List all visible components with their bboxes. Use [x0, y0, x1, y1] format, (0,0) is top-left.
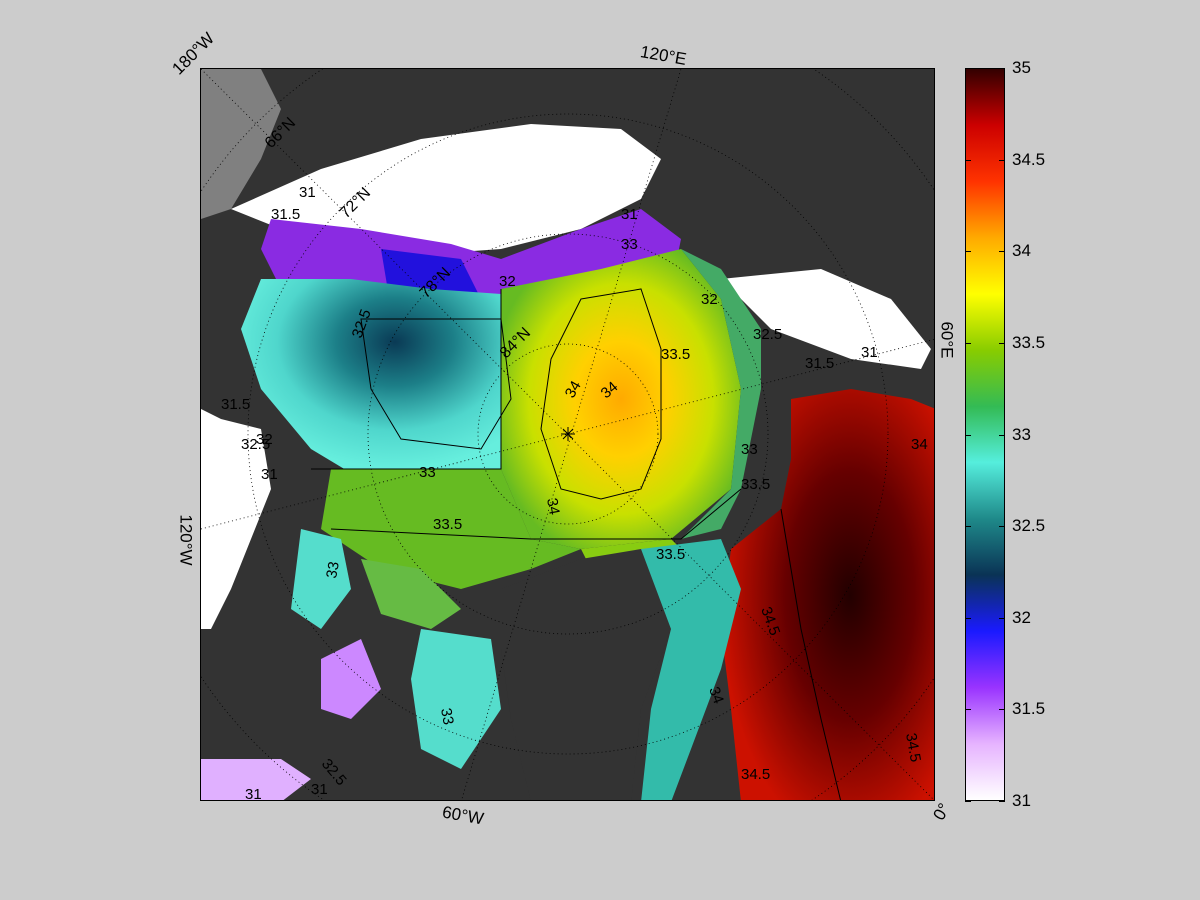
- colorbar-tick-mark: [965, 251, 971, 253]
- colorbar-tick-label: 34: [1012, 241, 1031, 261]
- colorbar-tick-mark: [999, 251, 1005, 253]
- no-data-ice-east: [721, 269, 931, 369]
- contour-label: 31: [311, 781, 328, 798]
- colorbar-tick-mark: [999, 68, 1005, 69]
- meridian-label-120w: 120°W: [176, 514, 196, 566]
- contour-label: 33: [437, 707, 457, 726]
- parallel-78: [367, 233, 769, 635]
- colorbar-tick-mark: [965, 434, 971, 436]
- meridian-120w-60e: [201, 339, 934, 530]
- contour-label: 33.5: [433, 516, 462, 533]
- contour-34: [540, 288, 662, 500]
- atlantic-inflow: [721, 389, 934, 800]
- contour-label: 31.5: [805, 355, 834, 372]
- colorbar-tick-mark: [999, 526, 1005, 528]
- no-data-ice-west: [201, 409, 271, 629]
- north-pole-marker: [561, 427, 575, 441]
- colorbar-tick-label: 34.5: [1012, 149, 1046, 169]
- contour-label: 31: [261, 466, 278, 483]
- contour-label: 33.5: [741, 476, 770, 493]
- meridian-label-0: 0°: [929, 799, 954, 824]
- map-canvas: 66°N 72°N 78°N 84°N 31 31.5 31 32 32.5 3…: [201, 69, 934, 801]
- contour-label: 33: [621, 236, 638, 253]
- contour-label: 34: [705, 685, 727, 706]
- colorbar-tick-label: 31: [1012, 791, 1031, 810]
- contour-label: 33.5: [656, 546, 685, 563]
- colorbar-tick-mark: [965, 159, 971, 161]
- colorbar-tick-mark: [999, 342, 1005, 344]
- contour-label: 33: [323, 560, 343, 579]
- contour-label: 31: [621, 206, 638, 223]
- contour-label: 32: [701, 291, 718, 308]
- contour-label: 34: [543, 497, 563, 516]
- contour-label: 32: [499, 273, 516, 290]
- contour-label: 31.5: [271, 206, 300, 223]
- canada-basin: [241, 279, 521, 489]
- colorbar-tick-label: 33.5: [1012, 332, 1046, 352]
- meridian-label-60w: 60°W: [440, 802, 486, 829]
- colorbar-tick-mark: [999, 434, 1005, 436]
- contour-label: 34.5: [741, 766, 770, 783]
- colorbar-tick-mark: [965, 617, 971, 619]
- baffin-bay: [411, 629, 501, 769]
- contour-label: 31: [299, 184, 316, 201]
- colorbar-tick-mark: [965, 342, 971, 344]
- parallel-84: [477, 343, 659, 525]
- colorbar-tick-label: 31.5: [1012, 699, 1046, 719]
- colorbar-tick-mark: [999, 709, 1005, 711]
- meridian-label-120e: 120°E: [638, 42, 688, 69]
- contour-label: 31: [861, 344, 878, 361]
- greenland: [501, 549, 681, 800]
- colorbar-tick-label: 33: [1012, 424, 1031, 444]
- contour-label: 33: [741, 441, 758, 458]
- colorbar-tick-mark: [999, 159, 1005, 161]
- colorbar-tick-mark: [965, 526, 971, 528]
- colorbar-tick-label: 35: [1012, 58, 1031, 77]
- colorbar-tick-mark: [999, 617, 1005, 619]
- meridian-label-60e: 60°E: [937, 321, 957, 359]
- contour-label: 33.5: [661, 346, 690, 363]
- colorbar-tick-label: 32: [1012, 607, 1031, 627]
- contour-label: 32.5: [241, 436, 270, 453]
- shelf-green: [321, 469, 581, 589]
- colorbar-tick-mark: [965, 709, 971, 711]
- contour-label: 31: [245, 786, 262, 801]
- colorbar-tick-label: 32.5: [1012, 516, 1046, 536]
- contour-label: 32.5: [753, 326, 782, 343]
- archipelago-channel-1: [291, 529, 351, 629]
- greenland-sea-cyan: [641, 539, 741, 800]
- contour-label: 31.5: [221, 396, 250, 413]
- colorbar-tick-mark: [999, 801, 1005, 802]
- no-data-ice: [231, 124, 661, 254]
- land-ice-gray: [201, 69, 281, 219]
- salinity-map: 66°N 72°N 78°N 84°N 31 31.5 31 32 32.5 3…: [200, 68, 935, 801]
- hudson-fresh: [321, 639, 381, 719]
- central-basin: [501, 249, 741, 549]
- archipelago-channel-2: [361, 559, 461, 629]
- contour-labels: 31 31.5 31 32 32.5 33 33.5 34 34 34 33.5…: [221, 184, 928, 801]
- colorbar: [965, 68, 1005, 801]
- contour-33: [311, 289, 502, 470]
- colorbar-tick-mark: [965, 68, 971, 69]
- eurasian-shelf-green: [681, 249, 761, 539]
- contour-label: 34: [911, 436, 928, 453]
- contour-label: 32: [256, 431, 273, 448]
- parallel-72: [247, 113, 889, 755]
- contour-label: 34.5: [902, 732, 924, 764]
- contour-33-5: [330, 488, 742, 540]
- contour-label: 33: [419, 464, 436, 481]
- contour-label: 34: [562, 378, 585, 401]
- colorbar-tick-mark: [965, 801, 971, 802]
- contour-34-5: [780, 508, 842, 800]
